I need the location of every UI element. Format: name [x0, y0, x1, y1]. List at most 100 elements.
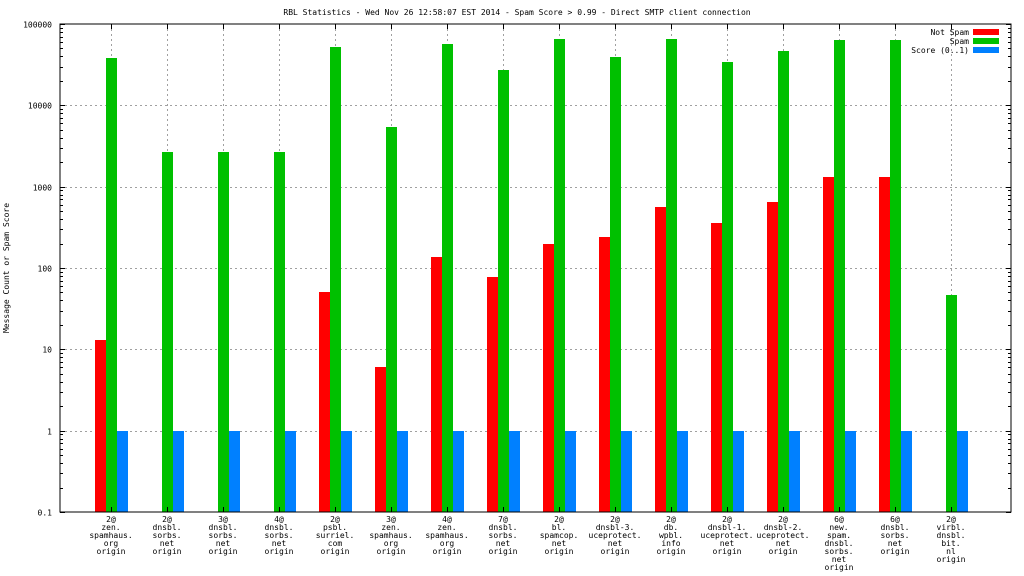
x-tick-label: wpbl. [659, 531, 683, 540]
x-tick-label: dnsbl. [265, 523, 294, 532]
bar-spam [890, 40, 901, 512]
bar-spam [946, 295, 957, 512]
x-tick-label: origin [713, 547, 742, 556]
y-tick-label: 100000 [23, 21, 52, 30]
y-tick-label: 0.1 [38, 509, 53, 518]
bar-not-spam [375, 367, 386, 512]
x-tick-label: origin [153, 547, 182, 556]
bar-spam [106, 58, 117, 512]
y-tick-label: 1000 [33, 184, 52, 193]
x-tick-label: 2@ [330, 515, 340, 524]
x-tick-label: dnsbl-1. [708, 523, 747, 532]
x-tick-label: zen. [437, 523, 456, 532]
x-tick-label: dnsbl. [825, 539, 854, 548]
x-tick-label: dnsbl. [209, 523, 238, 532]
x-tick-label: spamhaus. [369, 531, 412, 540]
x-tick-label: net [160, 539, 175, 548]
x-tick-label: sorbs. [153, 531, 182, 540]
x-tick-label: sorbs. [825, 547, 854, 556]
bar-score-0-1 [789, 431, 800, 512]
bar-spam [386, 127, 397, 512]
x-tick-label: net [776, 539, 791, 548]
bar-not-spam [431, 257, 442, 512]
bar-spam [330, 47, 341, 512]
bar-not-spam [543, 244, 554, 512]
x-tick-label: 6@ [834, 515, 844, 524]
x-tick-label: origin [769, 547, 798, 556]
x-tick-label: nl [946, 547, 956, 556]
bar-score-0-1 [845, 431, 856, 512]
x-tick-label: origin [209, 547, 238, 556]
x-tick-label: 2@ [106, 515, 116, 524]
x-tick-label: bl. [552, 523, 566, 532]
x-tick-label: uceprotect. [757, 531, 810, 540]
bar-score-0-1 [621, 431, 632, 512]
legend-label: Score (0..1) [911, 46, 969, 55]
bar-spam [554, 39, 565, 512]
chart-title: RBL Statistics - Wed Nov 26 12:58:07 EST… [283, 8, 750, 17]
x-tick-label: net [216, 539, 231, 548]
x-tick-label: dnsbl. [489, 523, 518, 532]
x-tick-label: origin [433, 547, 462, 556]
x-tick-label: net [608, 539, 623, 548]
x-tick-label: org [384, 539, 399, 548]
grid-lines [60, 24, 1011, 512]
x-tick-label: origin [377, 547, 406, 556]
bar-score-0-1 [957, 431, 968, 512]
bar-not-spam [879, 177, 890, 512]
x-tick-label: 2@ [666, 515, 676, 524]
bar-spam [442, 44, 453, 512]
bar-spam [834, 40, 845, 512]
axis-ticks: 0.11101001000100001000002@zen.spamhaus.o… [23, 21, 1011, 572]
x-tick-label: sorbs. [881, 531, 910, 540]
x-tick-label: dnsbl-3. [596, 523, 635, 532]
x-tick-label: origin [657, 547, 686, 556]
bar-not-spam [487, 277, 498, 512]
bar-score-0-1 [285, 431, 296, 512]
x-tick-label: net [272, 539, 287, 548]
x-tick-label: origin [937, 555, 966, 564]
x-tick-label: origin [545, 547, 574, 556]
x-tick-label: 4@ [274, 515, 284, 524]
x-tick-label: spamhaus. [425, 531, 468, 540]
x-tick-label: zen. [101, 523, 120, 532]
bar-spam [666, 39, 677, 512]
x-tick-label: net [832, 555, 847, 564]
bar-score-0-1 [677, 431, 688, 512]
x-tick-label: net [496, 539, 511, 548]
x-tick-label: dnsbl-2. [764, 523, 803, 532]
x-tick-label: com [328, 539, 343, 548]
bar-not-spam [319, 292, 330, 512]
bar-spam [778, 51, 789, 512]
x-tick-label: 2@ [722, 515, 732, 524]
bar-not-spam [767, 202, 778, 512]
bar-spam [162, 152, 173, 512]
x-tick-label: uceprotect. [589, 531, 642, 540]
x-tick-label: 3@ [218, 515, 228, 524]
legend-label: Not Spam [930, 28, 969, 37]
y-tick-label: 10000 [28, 102, 52, 111]
bar-score-0-1 [565, 431, 576, 512]
bar-score-0-1 [453, 431, 464, 512]
legend-label: Spam [950, 37, 969, 46]
bar-not-spam [711, 223, 722, 512]
x-tick-label: spam. [827, 531, 851, 540]
x-tick-label: 2@ [946, 515, 956, 524]
x-tick-label: 3@ [386, 515, 396, 524]
y-tick-label: 1 [47, 428, 52, 437]
x-tick-label: info [661, 539, 680, 548]
x-tick-label: 6@ [890, 515, 900, 524]
x-tick-label: surriel. [316, 531, 355, 540]
x-tick-label: sorbs. [489, 531, 518, 540]
bar-score-0-1 [733, 431, 744, 512]
bar-not-spam [823, 177, 834, 512]
x-tick-label: org [104, 539, 119, 548]
bar-spam [274, 152, 285, 512]
bar-score-0-1 [509, 431, 520, 512]
legend-swatch [973, 38, 999, 44]
y-tick-label: 100 [38, 265, 53, 274]
x-tick-label: dnsbl. [937, 531, 966, 540]
x-tick-label: origin [601, 547, 630, 556]
